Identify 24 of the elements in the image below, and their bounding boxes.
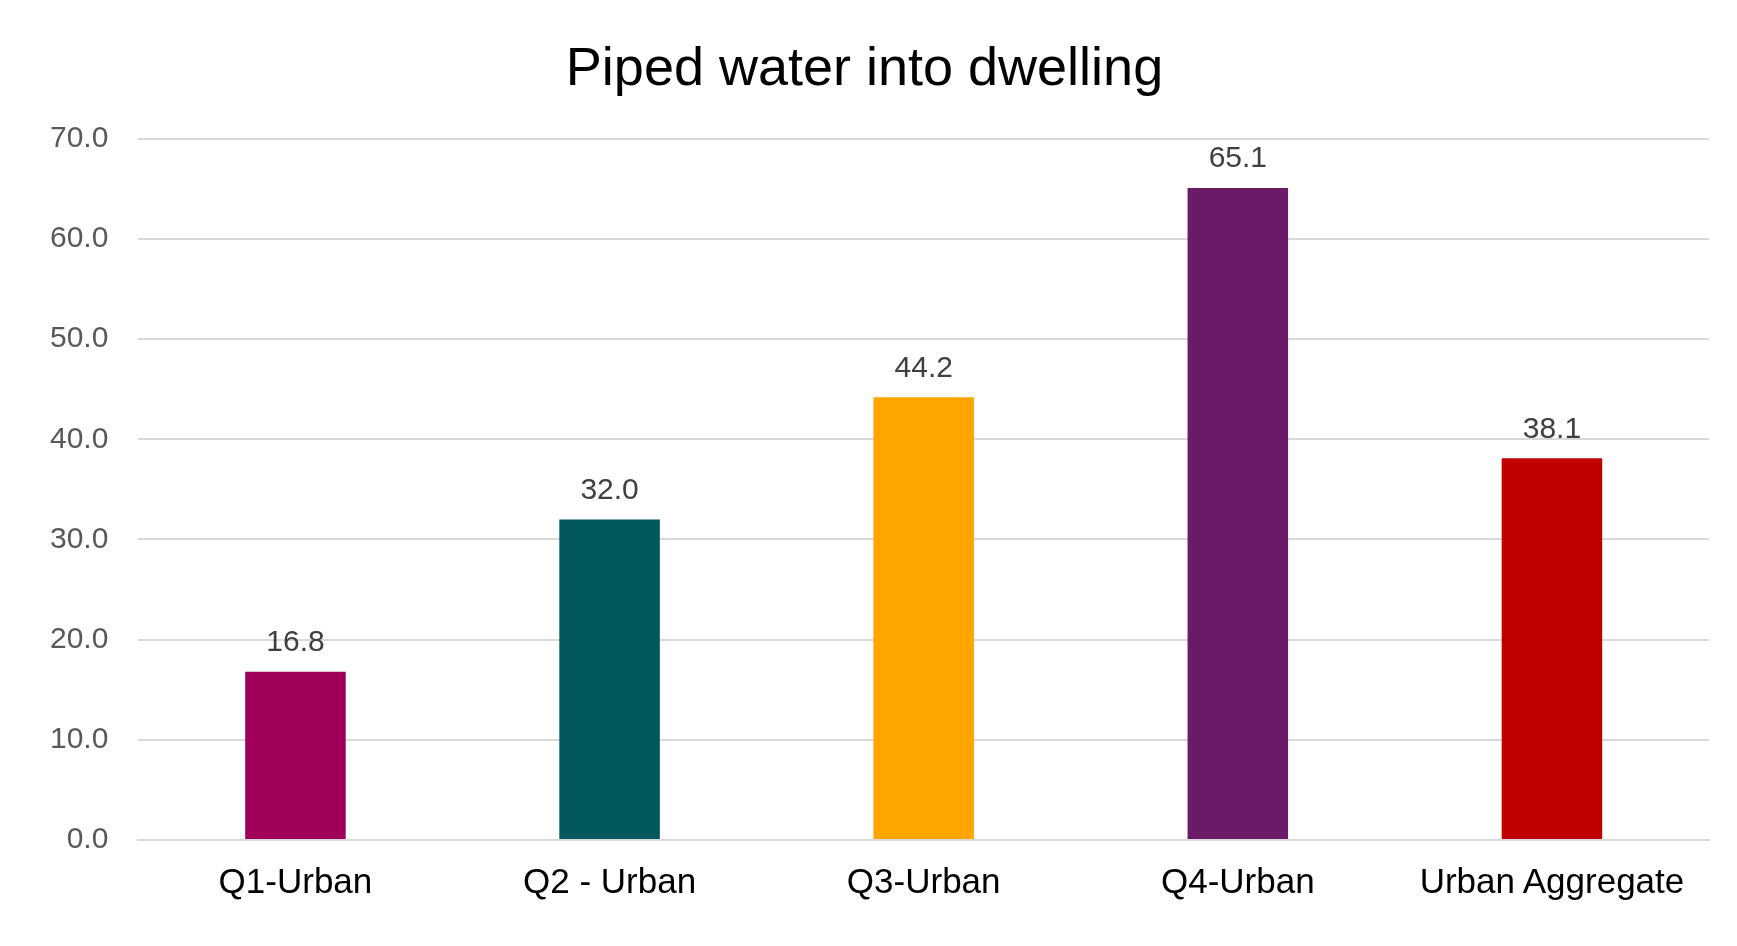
bar (245, 671, 346, 839)
x-tick-label: Q3-Urban (846, 860, 1001, 900)
bar (873, 397, 974, 839)
data-label: 16.8 (266, 623, 325, 657)
y-tick-label: 50.0 (50, 320, 109, 354)
bar (1501, 458, 1603, 839)
x-tick-label: Q2 - Urban (523, 860, 697, 900)
x-tick-label: Q4-Urban (1160, 860, 1315, 900)
y-tick-label: 30.0 (50, 520, 109, 554)
y-tick-label: 20.0 (50, 620, 109, 654)
y-tick-label: 60.0 (50, 220, 109, 254)
bar (1187, 187, 1289, 839)
data-label: 65.1 (1208, 140, 1268, 174)
data-label: 44.2 (894, 349, 953, 383)
y-tick-label: 70.0 (50, 120, 109, 154)
chart-title: Piped water into dwelling (565, 36, 1164, 97)
bar (559, 519, 660, 839)
y-tick-label: 10.0 (50, 721, 109, 755)
x-tick-label: Q1-Urban (218, 860, 373, 900)
y-tick-label: 40.0 (50, 420, 109, 454)
data-label: 38.1 (1522, 410, 1582, 444)
x-tick-label: Urban Aggregate (1419, 860, 1685, 900)
data-label: 32.0 (580, 471, 639, 505)
y-tick-label: 0.0 (66, 821, 109, 855)
